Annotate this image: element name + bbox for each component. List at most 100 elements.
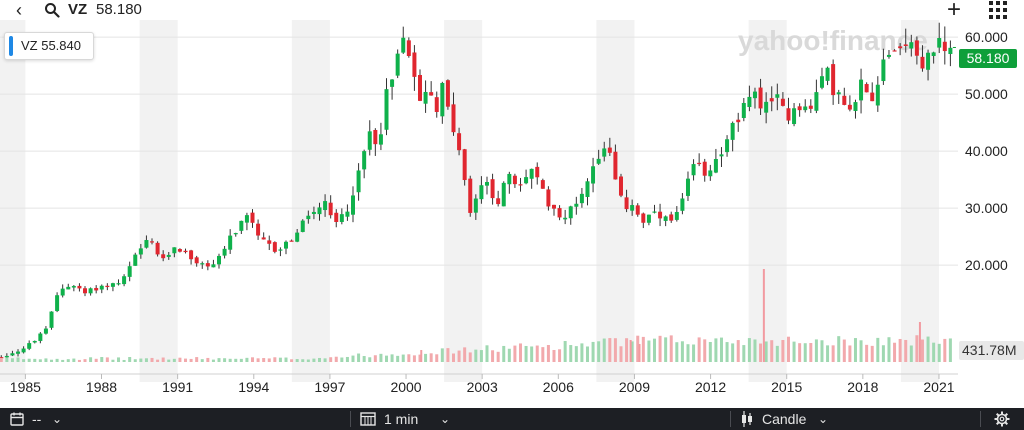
chart-type-selector[interactable]: Candle xyxy=(762,411,807,427)
interval-chevron-down-icon[interactable]: ⌄ xyxy=(440,412,451,426)
volume-bar xyxy=(357,353,361,362)
candle-body xyxy=(127,266,132,277)
candle-body xyxy=(71,286,76,288)
watermark-logo: yahoo!finance xyxy=(738,25,928,56)
toolbar-divider xyxy=(980,411,981,427)
price-chart[interactable]: yahoo!finance 60.000 50.000 40.000 30.000 20.… xyxy=(0,20,1024,408)
volume-bar xyxy=(217,358,221,362)
volume-bar xyxy=(591,341,595,362)
volume-bar xyxy=(859,340,863,362)
volume-bar xyxy=(898,338,902,362)
candle-body xyxy=(55,295,60,312)
candle-body xyxy=(417,75,422,101)
volume-bar xyxy=(792,341,796,362)
candle-body xyxy=(401,37,406,53)
ticker-symbol[interactable]: VZ xyxy=(68,1,88,18)
candle-body xyxy=(345,211,350,217)
volume-bar xyxy=(714,338,718,362)
candle-body xyxy=(747,96,752,107)
volume-bar xyxy=(10,358,14,362)
back-button[interactable]: ‹ xyxy=(16,0,22,20)
volume-bar xyxy=(284,357,288,362)
candle-body xyxy=(211,264,216,268)
volume-bar xyxy=(747,338,751,362)
volume-bar xyxy=(664,337,668,362)
chart-type-chevron-down-icon[interactable]: ⌄ xyxy=(818,412,829,426)
candle-icon[interactable] xyxy=(740,411,754,427)
candle-body xyxy=(607,147,612,153)
volume-bar xyxy=(16,357,20,362)
candle-body xyxy=(937,38,942,48)
volume-bar xyxy=(44,358,48,362)
volume-bar xyxy=(546,345,550,362)
volume-bar xyxy=(122,359,126,362)
candle-body xyxy=(736,119,741,123)
interval-icon[interactable] xyxy=(360,412,376,426)
calendar-icon[interactable] xyxy=(10,412,24,426)
candle-body xyxy=(725,139,730,153)
volume-bar xyxy=(94,358,98,362)
candle-body xyxy=(295,232,300,242)
range-chevron-down-icon[interactable]: ⌄ xyxy=(52,412,63,426)
candle-body xyxy=(217,255,222,265)
volume-bar xyxy=(278,357,282,362)
interval-selector[interactable]: 1 min xyxy=(384,411,419,427)
volume-bar xyxy=(680,341,684,362)
volume-bar xyxy=(786,336,790,362)
volume-bar xyxy=(742,345,746,362)
candle-body xyxy=(183,250,188,253)
candle-body xyxy=(501,182,506,207)
volume-bar xyxy=(638,344,641,362)
volume-bar xyxy=(38,359,42,362)
volume-bar xyxy=(513,345,517,362)
tooltip-series-marker xyxy=(9,36,13,56)
volume-bar xyxy=(33,358,37,362)
candle-body xyxy=(792,108,797,125)
volume-bar xyxy=(937,343,941,362)
volume-series xyxy=(0,269,952,362)
candle-body xyxy=(658,211,663,219)
candle-body xyxy=(563,217,568,220)
candle-body xyxy=(836,92,841,95)
y-tick-label: 20.000 xyxy=(965,257,1008,273)
candle-body xyxy=(49,311,54,328)
volume-bar xyxy=(629,340,632,362)
volume-bar xyxy=(597,341,601,362)
candle-body xyxy=(635,205,640,215)
y-tick-label: 30.000 xyxy=(965,200,1008,216)
candle-body xyxy=(602,148,607,157)
candle-body xyxy=(881,59,886,82)
candle-body xyxy=(926,52,931,70)
grid-icon[interactable] xyxy=(986,0,1010,20)
volume-bar xyxy=(111,359,115,362)
ticker-price: 58.180 xyxy=(96,1,142,18)
candle-body xyxy=(27,343,32,349)
volume-bar xyxy=(887,337,891,362)
year-band xyxy=(596,20,635,382)
candle-body xyxy=(144,240,149,248)
candle-body xyxy=(239,220,244,231)
candle-body xyxy=(819,76,824,88)
volume-bar xyxy=(144,358,148,362)
volume-bar xyxy=(658,335,662,362)
candle-body xyxy=(468,178,473,213)
search-icon[interactable] xyxy=(44,2,60,18)
candle-body xyxy=(691,164,696,176)
volume-bar xyxy=(223,358,227,362)
year-band xyxy=(900,20,939,382)
add-button[interactable]: + xyxy=(946,0,961,23)
volume-bar xyxy=(904,339,908,362)
volume-bar xyxy=(731,343,735,362)
volume-bar xyxy=(5,357,9,362)
candle-body xyxy=(222,248,227,256)
candle-body xyxy=(568,206,573,219)
gear-icon[interactable] xyxy=(994,411,1010,427)
candle-body xyxy=(680,198,685,211)
volume-bar xyxy=(61,359,65,362)
volume-bar xyxy=(340,357,344,362)
y-tick-label: 40.000 xyxy=(965,143,1008,159)
volume-bar xyxy=(535,345,539,362)
candle-body xyxy=(88,288,93,294)
range-selector[interactable]: -- xyxy=(32,411,42,427)
candle-body xyxy=(445,80,450,107)
